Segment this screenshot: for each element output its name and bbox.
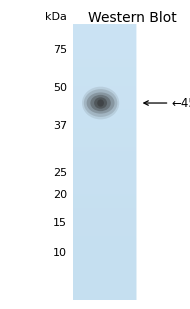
Ellipse shape: [97, 99, 104, 107]
Ellipse shape: [87, 92, 115, 114]
Text: ←45kDa: ←45kDa: [171, 96, 190, 109]
Text: 50: 50: [53, 83, 67, 93]
Text: 25: 25: [53, 168, 67, 178]
Ellipse shape: [94, 97, 107, 109]
Text: 10: 10: [53, 248, 67, 258]
Bar: [73, 24, 136, 300]
Text: Western Blot: Western Blot: [88, 11, 177, 25]
Text: 75: 75: [53, 45, 67, 55]
Text: 37: 37: [53, 121, 67, 131]
Text: kDa: kDa: [45, 12, 67, 22]
Text: 20: 20: [53, 190, 67, 200]
Text: 15: 15: [53, 218, 67, 228]
Ellipse shape: [90, 95, 111, 111]
Ellipse shape: [82, 87, 119, 119]
Ellipse shape: [84, 89, 117, 117]
